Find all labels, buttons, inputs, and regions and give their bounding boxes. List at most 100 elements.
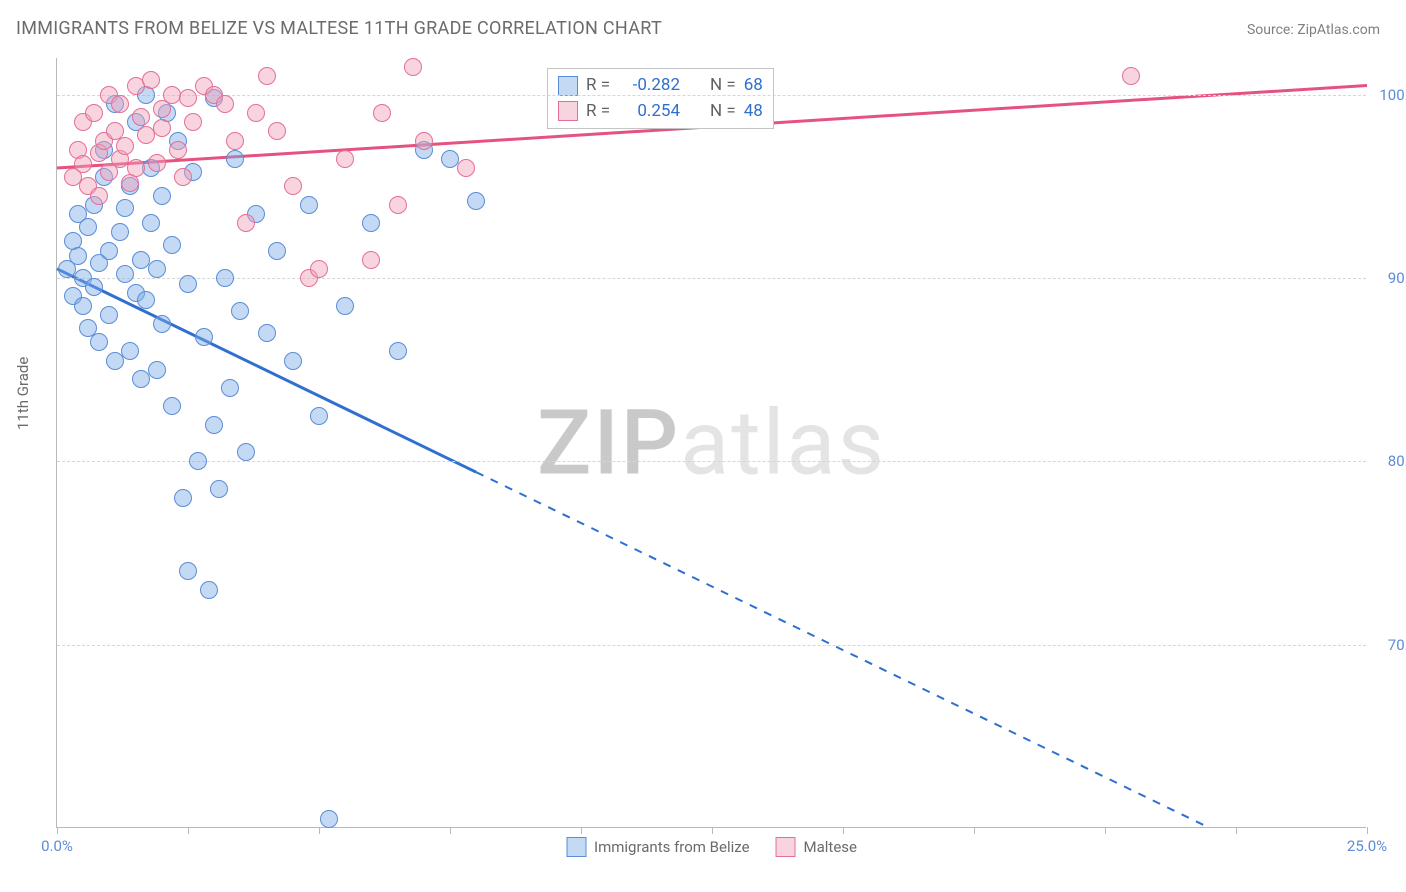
scatter-point [116, 265, 134, 283]
scatter-point [404, 58, 422, 76]
series-legend: Immigrants from Belize Maltese [566, 837, 857, 857]
scatter-point [148, 260, 166, 278]
y-tick-label: 70.0% [1388, 636, 1406, 654]
scatter-point [169, 141, 187, 159]
chart-title: IMMIGRANTS FROM BELIZE VS MALTESE 11TH G… [16, 18, 662, 39]
scatter-point [216, 269, 234, 287]
scatter-point [389, 342, 407, 360]
scatter-point [336, 297, 354, 315]
scatter-point [179, 562, 197, 580]
series-swatch [776, 837, 796, 857]
scatter-point [137, 291, 155, 309]
scatter-point [362, 251, 380, 269]
y-tick-label: 90.0% [1388, 269, 1406, 287]
x-tick [1367, 827, 1368, 834]
scatter-point [205, 416, 223, 434]
scatter-point [153, 315, 171, 333]
scatter-point [69, 247, 87, 265]
gridline [57, 645, 1366, 646]
scatter-point [300, 196, 318, 214]
scatter-point [231, 302, 249, 320]
trend-line-dashed [476, 472, 1210, 828]
legend-label: Immigrants from Belize [594, 838, 750, 856]
scatter-point [226, 150, 244, 168]
scatter-point [79, 218, 97, 236]
scatter-point [174, 489, 192, 507]
scatter-point [153, 119, 171, 137]
scatter-point [310, 260, 328, 278]
scatter-point [221, 379, 239, 397]
scatter-point [258, 324, 276, 342]
scatter-point [200, 581, 218, 599]
scatter-point [389, 196, 407, 214]
legend-item: Maltese [776, 837, 857, 857]
x-tick-label: 0.0% [41, 837, 73, 855]
legend-item: Immigrants from Belize [566, 837, 750, 857]
scatter-point [1122, 67, 1140, 85]
scatter-point [85, 278, 103, 296]
x-tick [57, 827, 58, 834]
scatter-point [74, 297, 92, 315]
scatter-point [121, 342, 139, 360]
scatter-point [116, 137, 134, 155]
gridline [57, 278, 1366, 279]
scatter-plot-area: ZIPatlas R = -0.282N = 68R = 0.254N = 48… [56, 58, 1366, 828]
scatter-point [189, 452, 207, 470]
scatter-point [85, 104, 103, 122]
scatter-point [90, 333, 108, 351]
scatter-point [132, 108, 150, 126]
scatter-point [179, 275, 197, 293]
scatter-point [237, 214, 255, 232]
correlation-stats-box: R = -0.282N = 68R = 0.254N = 48 [547, 68, 774, 129]
x-tick [974, 827, 975, 834]
scatter-point [100, 306, 118, 324]
scatter-point [210, 480, 228, 498]
source-link[interactable]: ZipAtlas.com [1297, 22, 1380, 38]
x-tick [843, 827, 844, 834]
r-value: 0.254 [618, 99, 680, 125]
scatter-point [153, 187, 171, 205]
scatter-point [284, 352, 302, 370]
gridline [57, 95, 1366, 96]
y-tick-label: 80.0% [1388, 452, 1406, 470]
series-swatch [558, 76, 578, 96]
y-axis-label: 11th Grade [14, 357, 32, 430]
x-tick [712, 827, 713, 834]
stats-row: R = 0.254N = 48 [558, 99, 763, 125]
trend-lines-layer [57, 58, 1366, 827]
scatter-point [127, 159, 145, 177]
scatter-point [362, 214, 380, 232]
scatter-point [320, 810, 338, 828]
source-prefix: Source: [1247, 22, 1297, 38]
scatter-point [163, 236, 181, 254]
scatter-point [184, 113, 202, 131]
x-tick [319, 827, 320, 834]
scatter-point [163, 397, 181, 415]
x-tick [450, 827, 451, 834]
scatter-point [111, 223, 129, 241]
scatter-point [284, 177, 302, 195]
gridline [57, 461, 1366, 462]
scatter-point [247, 104, 265, 122]
scatter-point [148, 361, 166, 379]
n-value: 48 [744, 99, 763, 125]
scatter-point [268, 242, 286, 260]
legend-label: Maltese [804, 838, 857, 856]
scatter-point [226, 132, 244, 150]
scatter-point [142, 214, 160, 232]
trend-line-solid [57, 269, 476, 472]
scatter-point [415, 132, 433, 150]
scatter-point [237, 443, 255, 461]
series-swatch [558, 101, 578, 121]
scatter-point [74, 155, 92, 173]
r-label: R = [586, 99, 610, 125]
x-tick [1236, 827, 1237, 834]
scatter-point [111, 95, 129, 113]
y-tick-label: 100.0% [1379, 86, 1406, 104]
scatter-point [142, 71, 160, 89]
x-tick [1105, 827, 1106, 834]
x-tick-label: 25.0% [1347, 837, 1387, 855]
scatter-point [116, 199, 134, 217]
scatter-point [174, 168, 192, 186]
scatter-point [195, 328, 213, 346]
